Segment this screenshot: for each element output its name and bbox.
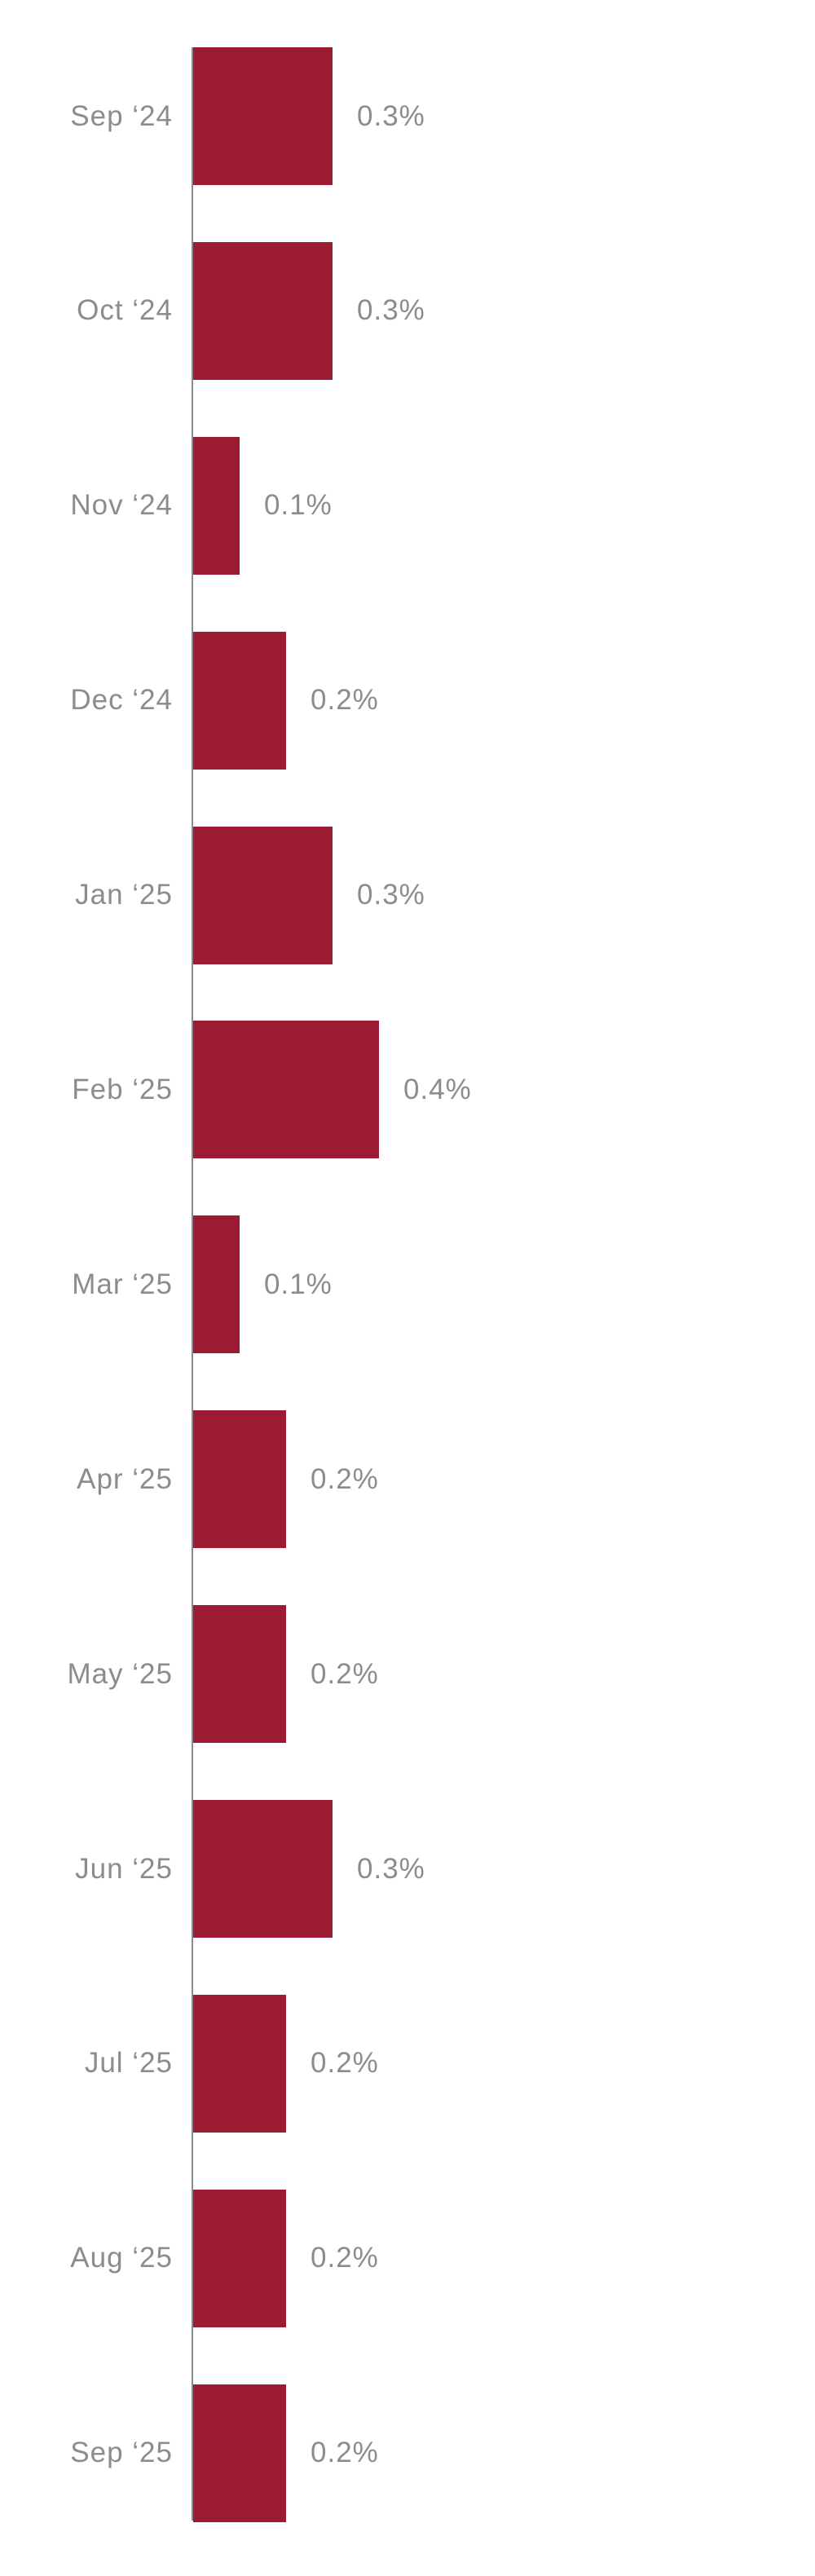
value-label: 0.4% [403, 1073, 472, 1105]
chart-row: Sep ‘25 0.2% [0, 2384, 815, 2576]
bar [193, 2384, 286, 2522]
chart-row: Aug ‘25 0.2% [0, 2189, 815, 2384]
chart-row: Nov ‘24 0.1% [0, 436, 815, 632]
category-label: Apr ‘25 [77, 1462, 173, 1495]
bar [193, 1800, 333, 1939]
chart-row: Jan ‘25 0.3% [0, 826, 815, 1021]
bar [193, 631, 286, 770]
value-label: 0.3% [357, 99, 425, 132]
bar [193, 436, 240, 575]
chart-row: Feb ‘25 0.4% [0, 1021, 815, 1215]
category-label: Oct ‘24 [77, 294, 173, 327]
chart-row: Oct ‘24 0.3% [0, 241, 815, 437]
chart-row: Apr ‘25 0.2% [0, 1410, 815, 1605]
category-label: Mar ‘25 [72, 1268, 173, 1300]
chart-row: Mar ‘25 0.1% [0, 1215, 815, 1410]
bar [193, 241, 333, 380]
value-label: 0.3% [357, 1852, 425, 1885]
value-label: 0.2% [311, 2242, 379, 2274]
chart-row: Jul ‘25 0.2% [0, 1994, 815, 2190]
category-label: May ‘25 [67, 1657, 173, 1690]
value-label: 0.3% [357, 879, 425, 911]
value-label: 0.3% [357, 294, 425, 327]
value-label: 0.2% [311, 2047, 379, 2080]
category-label: Nov ‘24 [70, 489, 173, 522]
chart-row: Sep ‘24 0.3% [0, 47, 815, 242]
category-label: Aug ‘25 [70, 2242, 173, 2274]
value-label: 0.2% [311, 684, 379, 717]
category-label: Dec ‘24 [70, 684, 173, 717]
category-label: Feb ‘25 [72, 1073, 173, 1105]
value-label: 0.2% [311, 2437, 379, 2469]
category-label: Sep ‘25 [70, 2437, 173, 2469]
value-label: 0.2% [311, 1657, 379, 1690]
category-label: Jun ‘25 [75, 1852, 173, 1885]
value-label: 0.1% [264, 489, 333, 522]
value-label: 0.2% [311, 1462, 379, 1495]
chart-row: Jun ‘25 0.3% [0, 1800, 815, 1995]
bar [193, 1994, 286, 2133]
chart-row: Dec ‘24 0.2% [0, 631, 815, 827]
bar [193, 47, 333, 185]
bar [193, 1021, 379, 1159]
bar [193, 1215, 240, 1354]
category-label: Jul ‘25 [84, 2047, 173, 2080]
category-label: Sep ‘24 [70, 99, 173, 132]
category-label: Jan ‘25 [75, 879, 173, 911]
value-label: 0.1% [264, 1268, 333, 1300]
bar [193, 1605, 286, 1744]
bar [193, 826, 333, 964]
chart-row: May ‘25 0.2% [0, 1605, 815, 1800]
bar [193, 2189, 286, 2327]
chart-rows: Sep ‘24 0.3% Oct ‘24 0.3% Nov ‘24 0.1% D… [0, 47, 815, 2576]
y-axis-line [192, 47, 193, 2521]
bar [193, 1410, 286, 1549]
